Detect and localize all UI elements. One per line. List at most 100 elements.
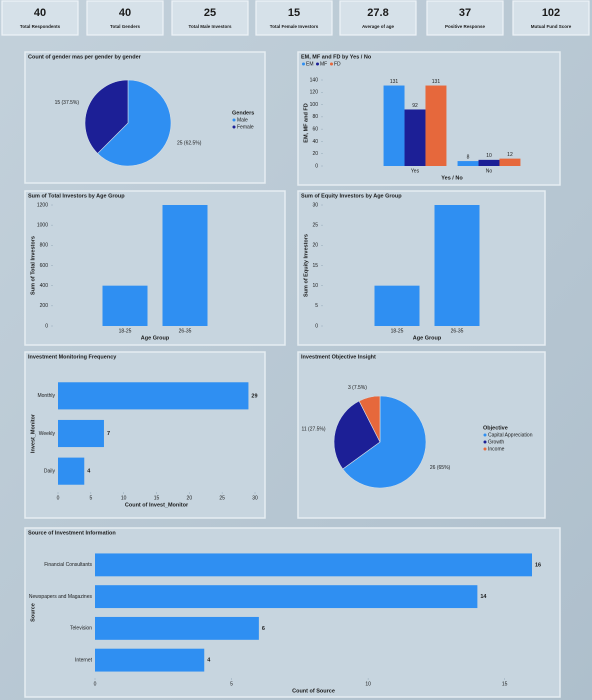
kpi-label: Average of age: [362, 24, 395, 29]
data-label: 131: [432, 79, 441, 85]
y-tick-label: Daily: [44, 468, 56, 474]
pie-slice: [342, 395, 427, 489]
y-tick-label: Weekly: [39, 431, 56, 437]
data-label: 6: [262, 626, 265, 632]
y-tick-label: 15: [312, 263, 318, 269]
kpi-card: [171, 0, 249, 36]
legend-marker: [232, 118, 236, 122]
legend-label: Female: [237, 124, 254, 130]
kpi-value: 40: [119, 7, 131, 19]
x-tick-label: 26-35: [451, 328, 464, 334]
data-label: 131: [390, 79, 399, 85]
x-axis-title: Age Group: [413, 335, 442, 341]
bar: [478, 159, 500, 166]
legend-marker: [302, 62, 305, 66]
legend-label: Male: [237, 117, 248, 123]
y-axis-title: Sum of Total Investors: [30, 236, 36, 295]
chart-title: Count of gender mas per gender by gender: [28, 54, 142, 60]
y-tick-label: 0: [45, 323, 48, 329]
legend-label: Capital Appreciation: [488, 432, 533, 438]
kpi-card: [255, 0, 333, 36]
y-tick-label: 1200: [37, 202, 48, 208]
data-label: 12: [507, 152, 513, 158]
y-tick-label: 25: [312, 222, 318, 228]
legend-title: Objective: [483, 425, 508, 431]
x-tick-label: 30: [252, 495, 258, 501]
bar: [425, 85, 447, 166]
slice-label: 15 (37.5%): [55, 100, 80, 106]
legend-marker: [316, 62, 319, 66]
kpi-label: Mutual Fund Score: [531, 24, 572, 29]
pie-slice: [97, 79, 172, 167]
slice-label: 26 (65%): [430, 465, 451, 471]
y-axis-title: EM, MF and FD: [303, 103, 309, 142]
slice-label: 3 (7.5%): [348, 385, 367, 391]
x-tick-label: 10: [365, 681, 371, 687]
kpi-label: Positive Response: [445, 24, 486, 29]
y-axis-title: Sum of Equity Investors: [303, 234, 309, 297]
x-tick-label: 15: [154, 495, 160, 501]
chart-title: EM, MF and FD by Yes / No: [301, 54, 372, 60]
pie-slice: [84, 79, 129, 154]
y-tick-label: 800: [40, 243, 49, 249]
y-tick-label: Television: [70, 626, 92, 632]
bar: [404, 109, 426, 166]
data-label: 4: [207, 658, 211, 664]
chart-panel: [297, 190, 546, 346]
y-tick-label: 0: [315, 163, 318, 169]
y-tick-label: 600: [40, 263, 49, 269]
x-tick-label: 18-25: [391, 328, 404, 334]
kpi-label: Total Genders: [110, 24, 140, 29]
x-tick-label: 26-35: [179, 328, 192, 334]
kpi-value: 102: [542, 7, 560, 19]
chart-panel: [24, 190, 286, 346]
slice-label: 25 (62.5%): [177, 141, 202, 147]
legend-title: Genders: [232, 110, 254, 116]
x-tick-label: No: [486, 168, 493, 174]
x-axis-title: Age Group: [141, 335, 170, 341]
x-tick-label: 0: [94, 681, 97, 687]
y-tick-label: 20: [312, 243, 318, 249]
legend-label: FD: [334, 61, 341, 67]
slice-label: 11 (27.5%): [301, 426, 325, 432]
x-tick-label: 15: [502, 681, 508, 687]
x-tick-label: 10: [121, 495, 127, 501]
chart-title: Investment Objective Insight: [301, 354, 376, 360]
y-tick-label: 1000: [37, 222, 48, 228]
bar: [95, 585, 478, 609]
pie-slice: [333, 400, 381, 470]
y-tick-label: 80: [312, 114, 318, 120]
kpi-card: [426, 0, 504, 36]
kpi-value: 37: [459, 7, 471, 19]
legend-label: MF: [320, 61, 327, 67]
y-tick-label: 30: [312, 202, 318, 208]
kpi-value: 40: [34, 7, 46, 19]
kpi-label: Total Male Investors: [189, 24, 232, 29]
data-label: 8: [467, 154, 470, 160]
kpi-value: 27.8: [367, 7, 388, 19]
kpi-label: Total Respondents: [20, 24, 61, 29]
x-tick-label: 0: [57, 495, 60, 501]
y-tick-label: 140: [310, 77, 319, 83]
y-axis-title: Source: [30, 603, 36, 622]
bar: [58, 419, 104, 448]
pie-slice: [358, 395, 381, 443]
bar: [162, 205, 208, 326]
kpi-label: Total Female Investors: [270, 24, 319, 29]
legend-label: EM: [306, 61, 314, 67]
bar: [457, 161, 479, 166]
legend-label: Income: [488, 446, 505, 452]
chart-title: Sum of Equity Investors by Age Group: [301, 193, 402, 199]
y-tick-label: 200: [40, 303, 49, 309]
chart-title: Sum of Total Investors by Age Group: [28, 193, 125, 199]
y-tick-label: Monthly: [37, 393, 55, 399]
bar: [499, 158, 521, 166]
y-tick-label: 120: [310, 90, 319, 96]
kpi-card: [1, 0, 79, 36]
x-axis-title: Count of Source: [292, 688, 335, 694]
y-tick-label: 400: [40, 283, 49, 289]
bar: [58, 382, 249, 410]
y-tick-label: 10: [312, 283, 318, 289]
legend-marker: [232, 125, 236, 129]
